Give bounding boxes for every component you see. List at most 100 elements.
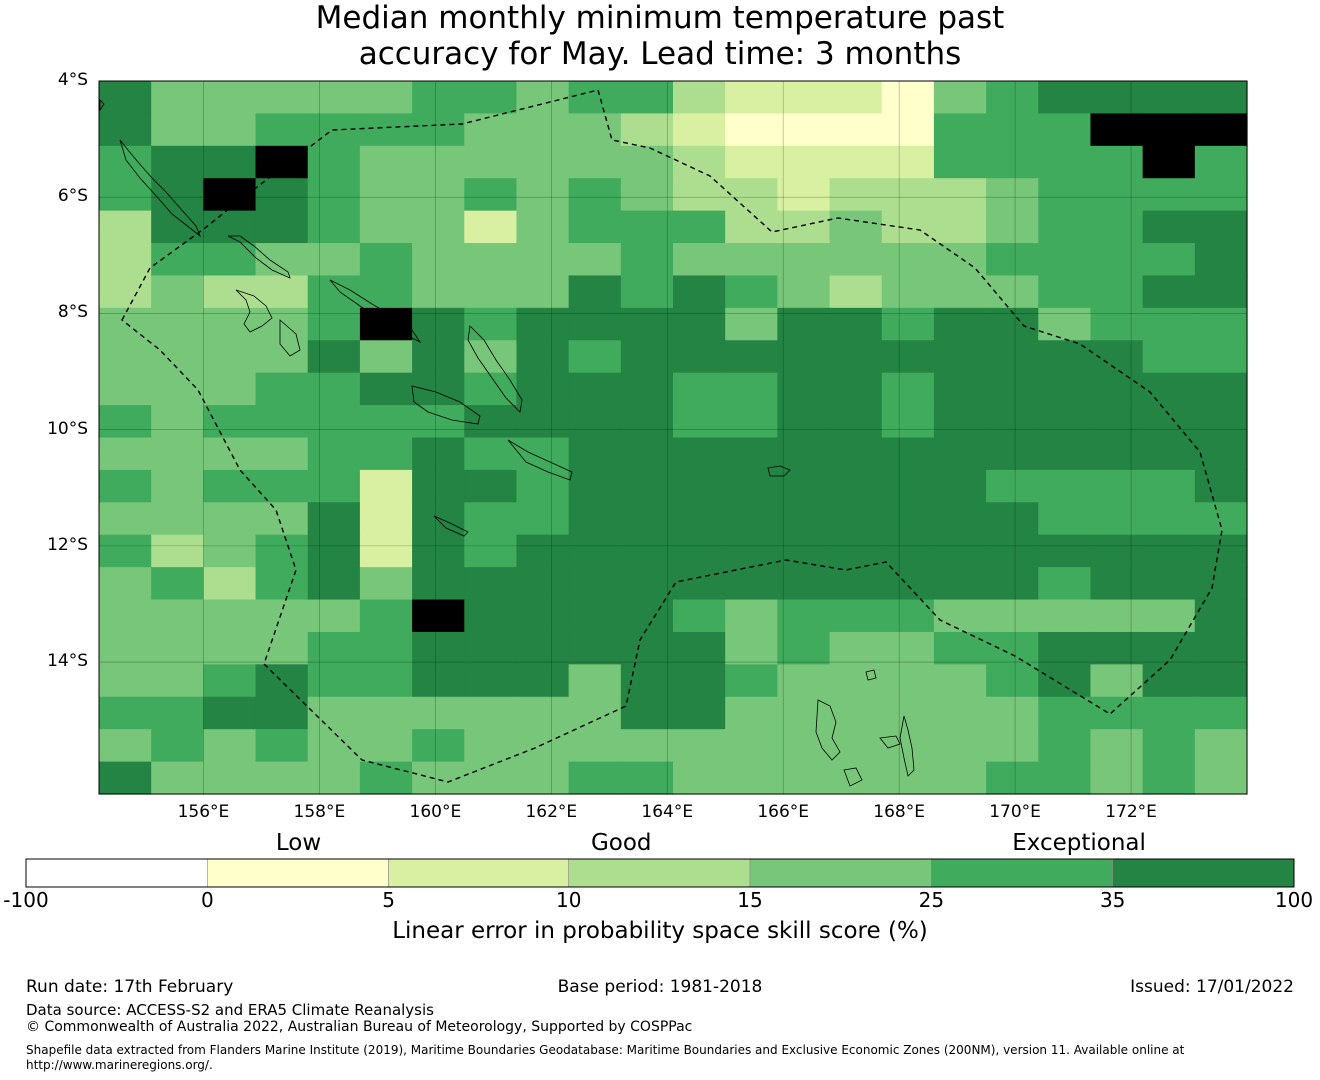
grid-cell [673, 81, 726, 115]
grid-cell [1194, 113, 1248, 147]
grid-cell [516, 761, 570, 795]
grid-cell [829, 502, 883, 536]
grid-cell [829, 210, 883, 244]
island-rendova [279, 319, 301, 357]
grid-cell [412, 210, 465, 244]
grid-cell [1038, 599, 1092, 633]
grid-cell [99, 145, 152, 179]
grid-cell [881, 696, 935, 730]
grid-cell [99, 275, 152, 309]
grid-cell [725, 372, 778, 406]
grid-cell [464, 729, 518, 763]
grid-cell [725, 210, 778, 244]
grid-cell [777, 145, 831, 179]
grid-cell [829, 178, 883, 212]
grid-cell [255, 696, 309, 730]
island-makira [507, 439, 573, 481]
grid-cell [1090, 502, 1144, 536]
grid-cell [307, 631, 361, 665]
grid-cell [986, 437, 1039, 471]
grid-cell [1142, 307, 1196, 341]
grid-cell [99, 696, 152, 730]
grid-cell [1038, 145, 1092, 179]
grid-cell [1194, 469, 1248, 503]
island-banks [865, 669, 877, 681]
grid-cell [620, 729, 674, 763]
grid-cell [203, 729, 257, 763]
grid-cell [516, 210, 570, 244]
longitude-label: 158°E [293, 802, 346, 822]
grid-cell [568, 599, 622, 633]
grid-cell [1090, 178, 1144, 212]
grid-cell [1090, 145, 1144, 179]
grid-cell [412, 729, 465, 763]
grid-cell [568, 178, 622, 212]
grid-cell [881, 631, 935, 665]
grid-cell [464, 210, 518, 244]
grid-cell [516, 307, 570, 341]
grid-cell [412, 631, 465, 665]
grid-cell [777, 761, 831, 795]
grid-cell [151, 664, 204, 698]
grid-cell [1090, 243, 1144, 277]
grid-cell [255, 243, 309, 277]
grid-cell [673, 631, 726, 665]
grid-cell [829, 275, 883, 309]
grid-cell [986, 502, 1039, 536]
grid-cell [516, 113, 570, 147]
grid-cell [829, 534, 883, 568]
grid-cell [620, 502, 674, 536]
grid-cell [673, 761, 726, 795]
grid-cell [516, 502, 570, 536]
grid-cell [359, 113, 413, 147]
longitude-label: 170°E [989, 802, 1041, 822]
grid-cell [620, 81, 674, 115]
latitude-label: 4°S [57, 70, 88, 90]
shapefile-credit-line1: Shapefile data extracted from Flanders M… [26, 1043, 1185, 1057]
grid-cell [1142, 275, 1196, 309]
grid-cell [933, 243, 987, 277]
grid-cell [725, 599, 778, 633]
grid-cell [933, 275, 987, 309]
grid-cell [516, 469, 570, 503]
grid-cell [151, 696, 204, 730]
grid-cell [881, 405, 935, 439]
grid-cell [99, 437, 152, 471]
grid-cell [568, 405, 622, 439]
grid-cell [1090, 307, 1144, 341]
grid-cell [620, 275, 674, 309]
grid-cell [673, 437, 726, 471]
island-rennell [433, 515, 469, 537]
grid-cell [1194, 145, 1248, 179]
grid-cell [1142, 178, 1196, 212]
grid-cell [151, 340, 204, 374]
grid-cell [881, 372, 935, 406]
grid-cell [1142, 469, 1196, 503]
grid-cell [986, 696, 1039, 730]
grid-cell [725, 178, 778, 212]
grid-cell [307, 210, 361, 244]
grid-cell [203, 567, 257, 601]
grid-cell [725, 275, 778, 309]
grid-cell [464, 81, 518, 115]
grid-cell [1194, 631, 1248, 665]
grid-cell [412, 567, 465, 601]
grid-cell [777, 340, 831, 374]
grid-cell [620, 567, 674, 601]
grid-cell [1194, 502, 1248, 536]
copyright: © Commonwealth of Australia 2022, Austra… [26, 1019, 693, 1035]
grid-cell [673, 210, 726, 244]
grid-cell [151, 210, 204, 244]
grid-cell [359, 81, 413, 115]
grid-cell [1038, 631, 1092, 665]
grid-cell [412, 275, 465, 309]
grid-cell [620, 437, 674, 471]
grid-cell [725, 243, 778, 277]
grid-cell [777, 275, 831, 309]
grid-cell [151, 405, 204, 439]
grid-cell [881, 307, 935, 341]
grid-cell [1194, 81, 1248, 115]
grid-cell [1090, 372, 1144, 406]
grid-cell [359, 729, 413, 763]
grid-cell [307, 729, 361, 763]
